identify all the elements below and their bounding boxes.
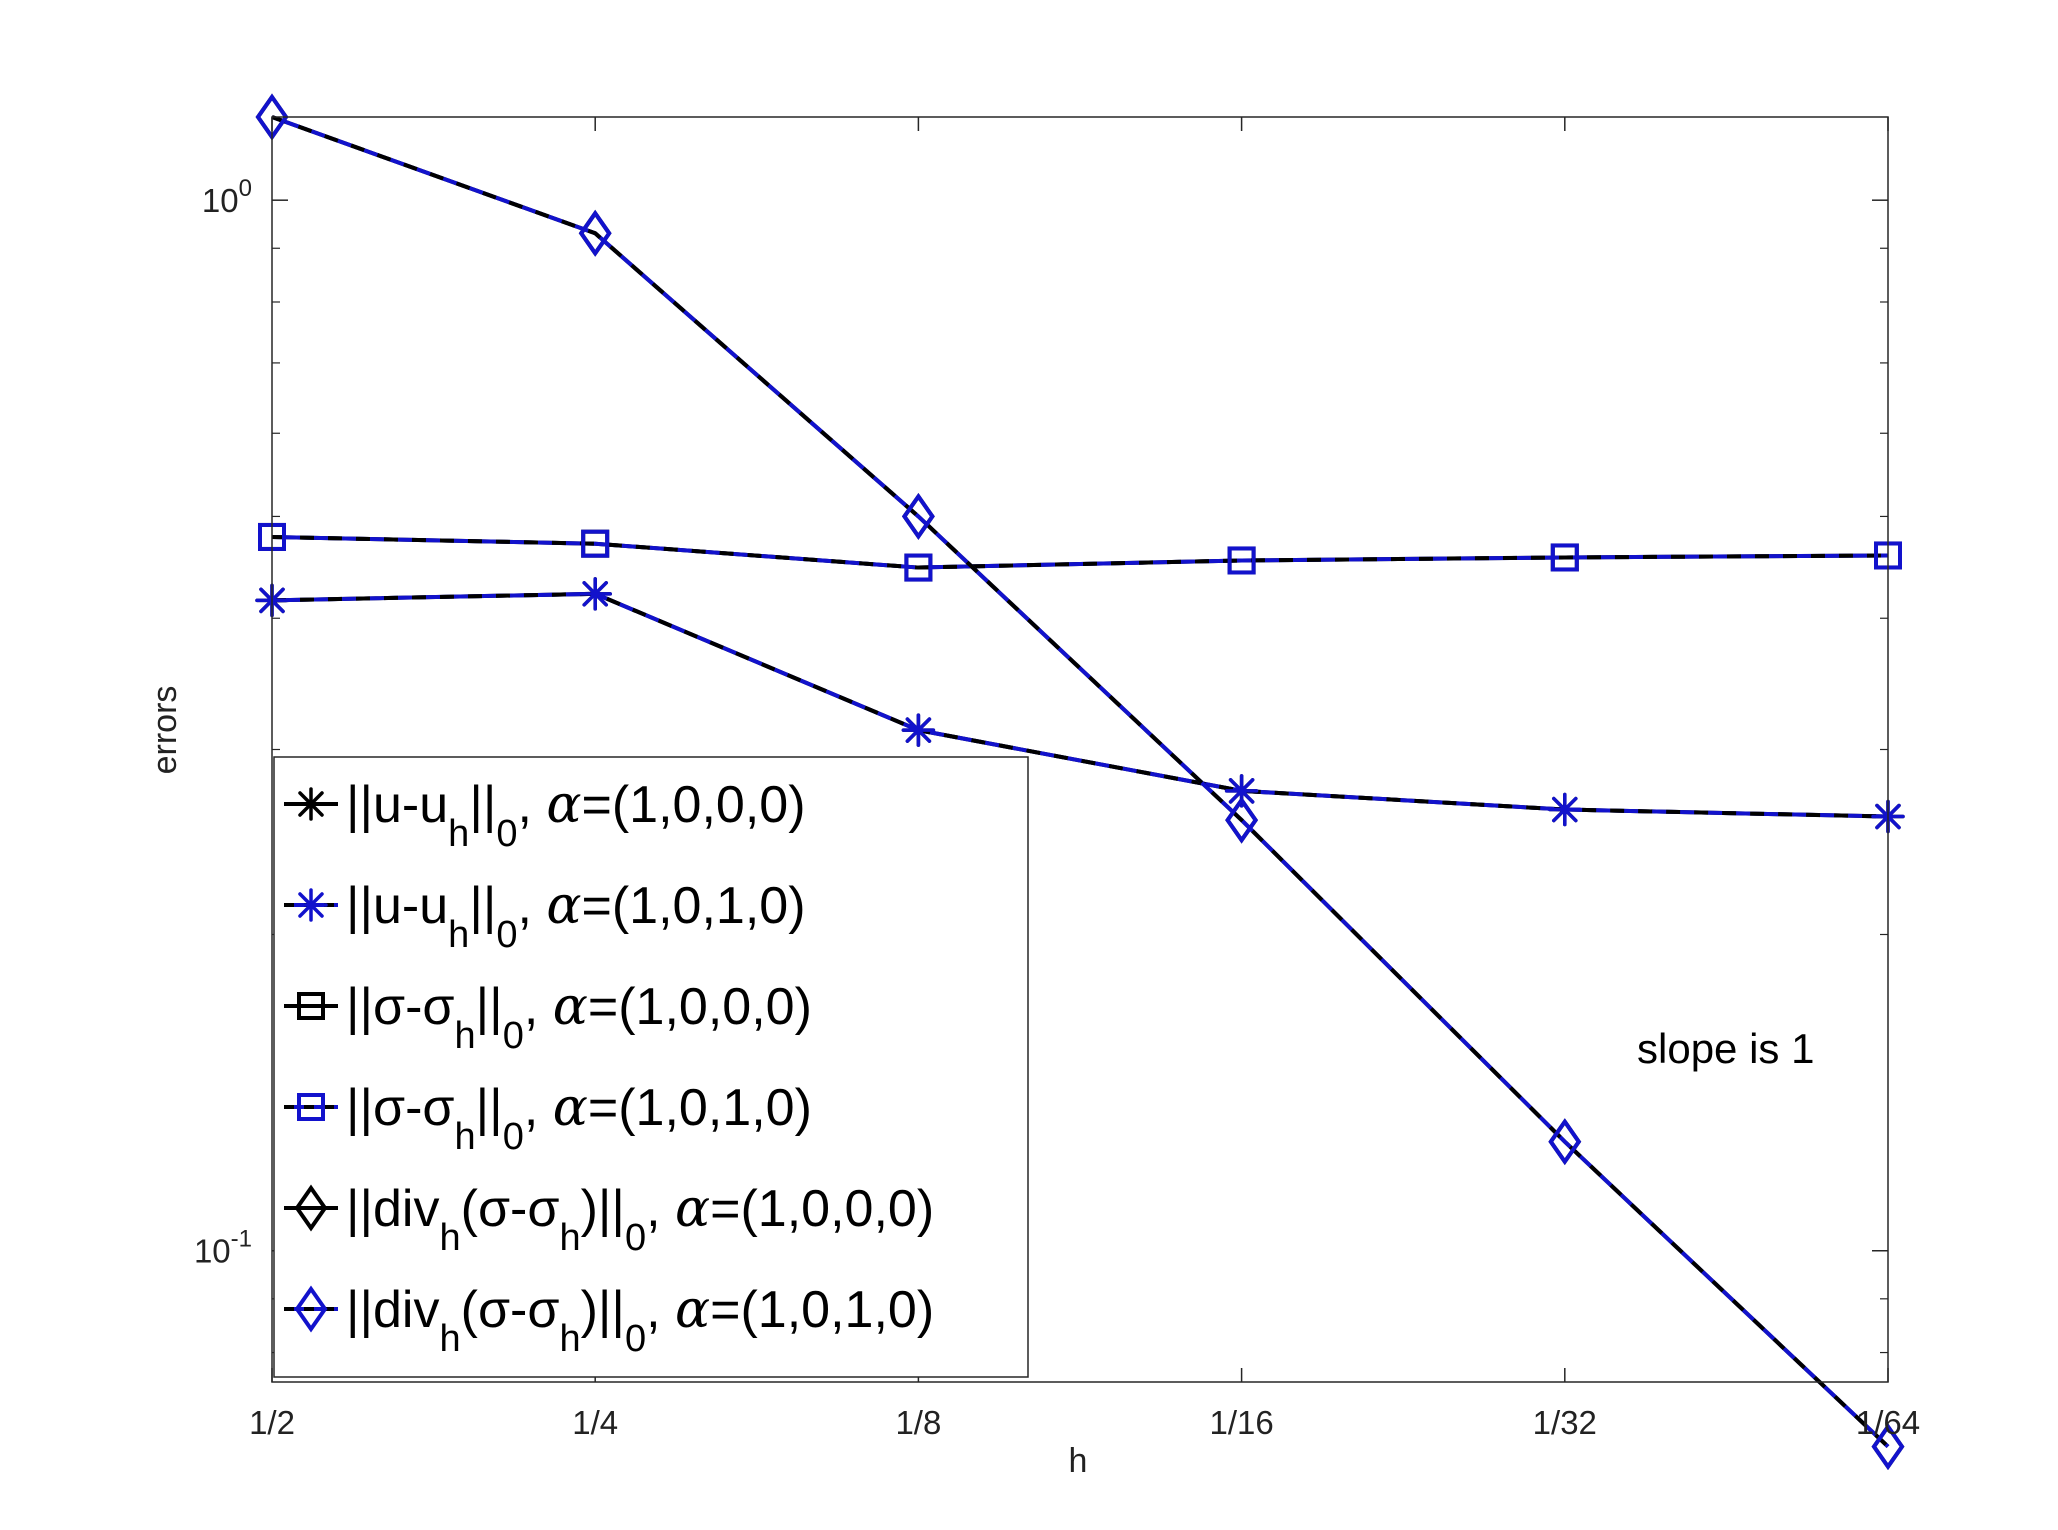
series-4 — [258, 522, 1902, 582]
legend-entry-1: ||u-uh||0, α=(1,0,0,0) — [284, 775, 806, 855]
y-tick-label: 100 — [202, 175, 252, 219]
legend-label: ||divh(σ-σh)||0, α=(1,0,0,0) — [346, 1179, 934, 1259]
data-point — [904, 553, 933, 582]
legend-entry-3: ||σ-σh||0, α=(1,0,0,0) — [284, 977, 812, 1057]
data-point — [901, 713, 936, 747]
legend-label: ||divh(σ-σh)||0, α=(1,0,1,0) — [346, 1280, 934, 1360]
x-tick-label: 1/64 — [1856, 1404, 1920, 1441]
legend-entry-5: ||divh(σ-σh)||0, α=(1,0,0,0) — [284, 1179, 934, 1259]
legend-entry-2: ||u-uh||0, α=(1,0,1,0) — [284, 876, 806, 956]
data-point — [1225, 796, 1259, 844]
data-point — [581, 529, 610, 558]
series-line-dash — [271, 591, 1889, 819]
data-point — [1871, 1423, 1905, 1471]
series-line-dash — [271, 115, 1890, 1449]
legend-entry-6: ||divh(σ-σh)||0, α=(1,0,1,0) — [284, 1280, 934, 1360]
series-6 — [255, 93, 1905, 1471]
legend-label: ||σ-σh||0, α=(1,0,0,0) — [346, 977, 812, 1057]
slope-annotation: slope is 1 — [1637, 1025, 1814, 1072]
legend-marker — [294, 787, 328, 821]
data-point — [578, 577, 612, 611]
legend-label: ||u-uh||0, α=(1,0,0,0) — [346, 775, 806, 855]
legend-marker — [297, 992, 325, 1020]
data-point — [1550, 543, 1579, 572]
data-point — [1227, 546, 1256, 575]
data-point — [578, 209, 612, 257]
legend-label: ||u-uh||0, α=(1,0,1,0) — [346, 876, 806, 956]
x-tick-label: 1/16 — [1209, 1404, 1273, 1441]
series-line-dash — [271, 534, 1889, 570]
x-tick-label: 1/32 — [1533, 1404, 1597, 1441]
legend: ||u-uh||0, α=(1,0,0,0) ||u-uh||0, α=(1,0,… — [273, 756, 1029, 1378]
x-tick-label: 1/2 — [249, 1404, 295, 1441]
x-axis-title: h — [1069, 1442, 1088, 1480]
plot-frame — [271, 116, 1889, 1383]
legend-marker — [294, 888, 328, 922]
legend-box — [273, 756, 1029, 1378]
data-point — [1548, 792, 1582, 827]
legend-entry-4: ||σ-σh||0, α=(1,0,1,0) — [284, 1078, 812, 1158]
legend-marker — [297, 1093, 325, 1121]
data-point — [901, 492, 935, 540]
x-tick-label: 1/4 — [572, 1404, 618, 1441]
legend-label: ||σ-σh||0, α=(1,0,1,0) — [346, 1078, 812, 1158]
x-tick-label: 1/8 — [895, 1404, 941, 1441]
legend-marker — [294, 1285, 328, 1333]
series-layer — [255, 93, 1905, 1471]
y-axis-title: errors — [146, 686, 184, 775]
legend-marker — [294, 1184, 328, 1232]
data-point — [1548, 1118, 1582, 1166]
